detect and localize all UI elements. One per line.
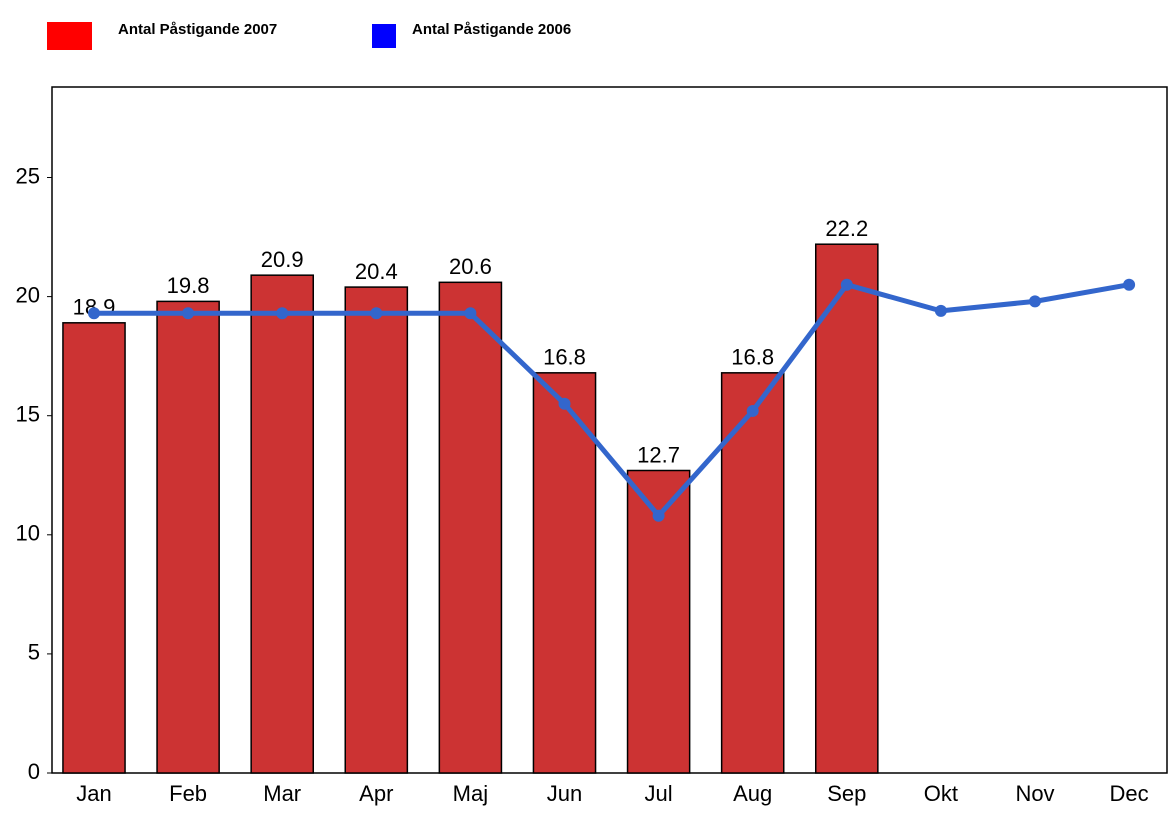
- legend-label: Antal Påstigande 2006: [412, 21, 571, 38]
- data-label: 16.8: [543, 345, 586, 370]
- bar: [438, 281, 503, 774]
- data-label: 16.8: [731, 345, 774, 370]
- x-tick-label: Maj: [453, 781, 488, 806]
- y-tick-label: 20: [16, 282, 40, 307]
- data-label: 12.7: [637, 442, 680, 467]
- line-point: [88, 307, 100, 320]
- line-point: [276, 307, 289, 320]
- legend-label: Antal Påstigande 2007: [118, 21, 277, 38]
- y-tick-label: 25: [16, 163, 40, 188]
- bar: [720, 372, 785, 774]
- bar: [814, 243, 879, 774]
- line-point: [464, 307, 477, 320]
- legend-swatch: [47, 22, 92, 50]
- line-point: [370, 307, 383, 320]
- bar: [344, 286, 409, 774]
- plot-frame: [51, 86, 1168, 774]
- line-point: [840, 278, 853, 291]
- line-point: [558, 397, 571, 410]
- x-tick-label: Okt: [924, 781, 958, 806]
- line-point: [1029, 295, 1041, 308]
- y-tick-label: 15: [16, 402, 40, 427]
- data-label: 22.2: [825, 216, 868, 241]
- y-tick-label: 10: [16, 521, 40, 546]
- x-tick-label: Jul: [645, 781, 673, 806]
- data-label: 19.8: [167, 273, 210, 298]
- bar: [156, 300, 220, 774]
- x-tick-label: Jun: [547, 781, 582, 806]
- y-tick-label: 0: [28, 759, 40, 784]
- bar: [62, 322, 126, 774]
- x-tick-label: Jan: [76, 781, 111, 806]
- data-label: 20.6: [449, 254, 492, 279]
- x-tick-label: Apr: [359, 781, 393, 806]
- line: [94, 282, 1130, 519]
- line-point: [746, 404, 759, 417]
- line-point: [934, 304, 947, 317]
- line-point: [652, 509, 665, 522]
- line-point: [182, 307, 195, 320]
- bar: [532, 372, 597, 774]
- data-label: 20.4: [355, 259, 398, 284]
- x-tick-label: Aug: [733, 781, 772, 806]
- x-tick-label: Nov: [1015, 781, 1054, 806]
- x-tick-label: Dec: [1110, 781, 1149, 806]
- x-tick-label: Feb: [169, 781, 207, 806]
- x-tick-label: Sep: [827, 781, 866, 806]
- y-tick-label: 5: [28, 640, 40, 665]
- legend-swatch: [372, 24, 396, 48]
- x-tick-label: Mar: [263, 781, 301, 806]
- line-point: [1123, 278, 1136, 291]
- bar: [250, 274, 315, 774]
- data-label: 20.9: [261, 247, 304, 272]
